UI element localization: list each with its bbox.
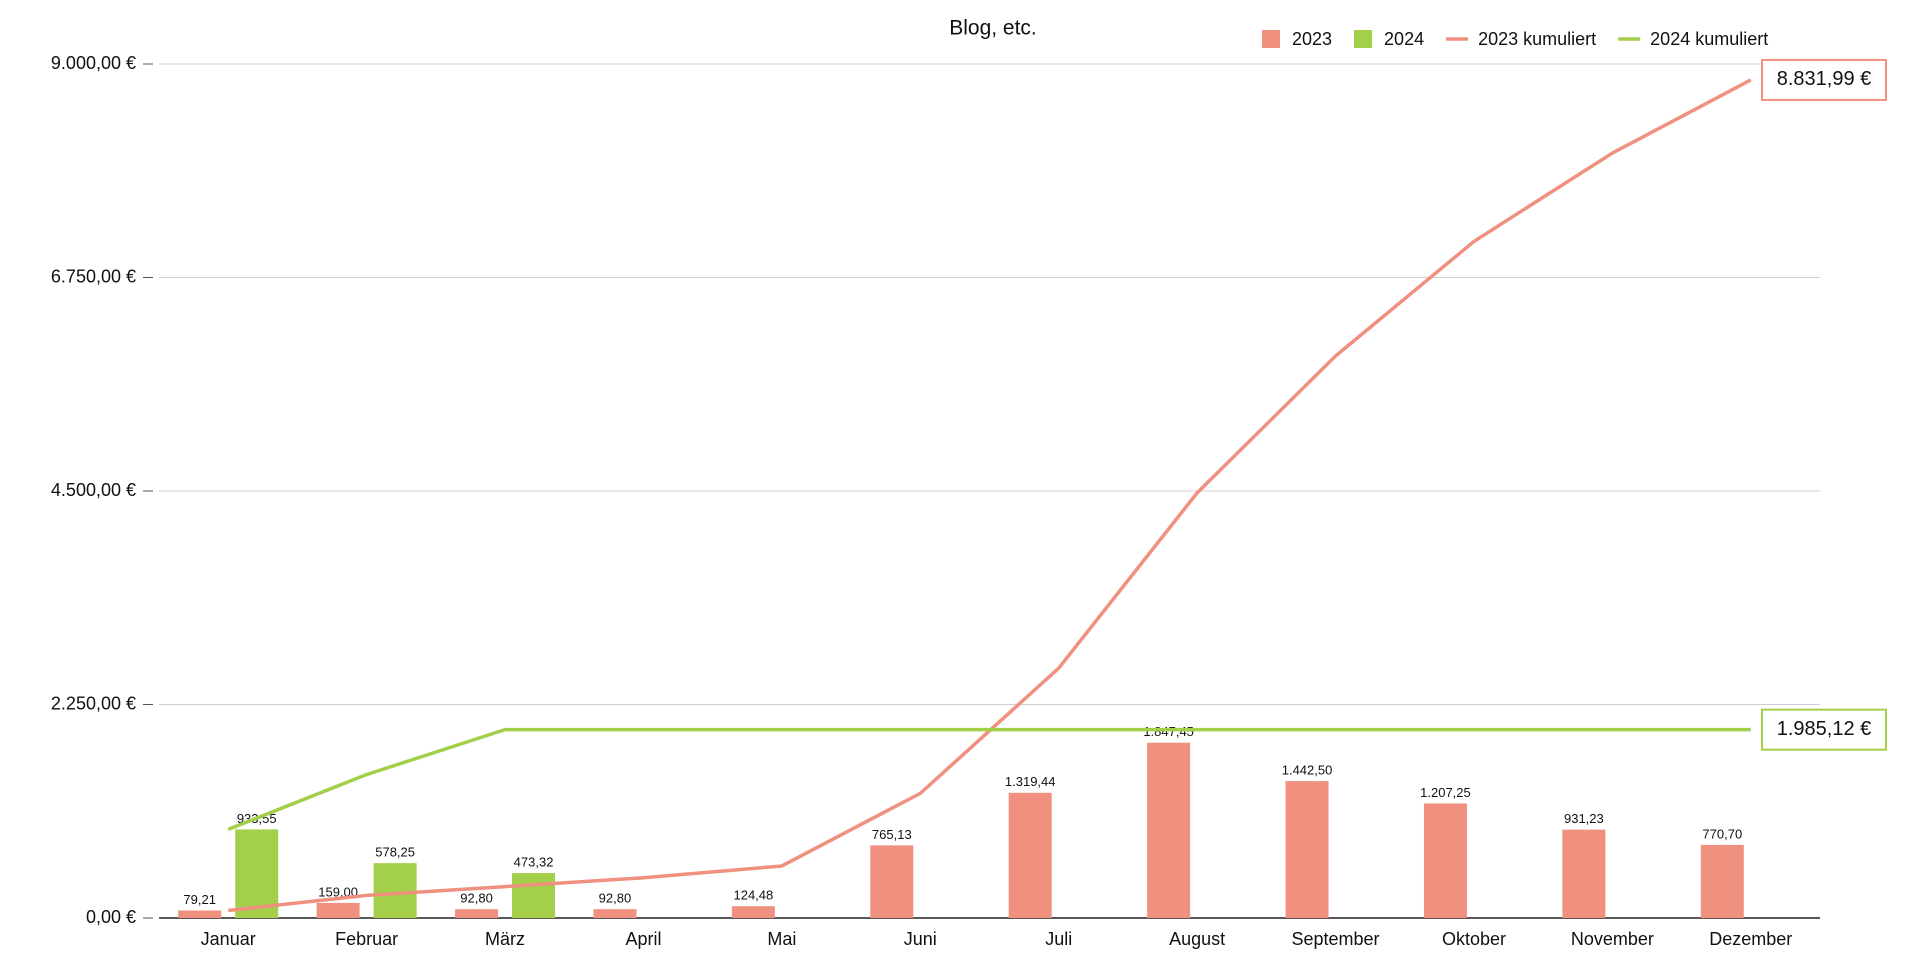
value-label: 1.319,44 <box>1005 774 1056 789</box>
x-tick-label: Oktober <box>1442 929 1506 949</box>
value-label: 159,00 <box>318 884 358 899</box>
x-tick-label: Juni <box>904 929 937 949</box>
bar <box>316 902 360 918</box>
legend-label: 2024 <box>1384 29 1424 49</box>
end-label: 8.831,99 € <box>1777 68 1872 90</box>
bar <box>1285 781 1329 918</box>
legend-swatch <box>1354 30 1373 48</box>
value-label: 1.442,50 <box>1282 763 1333 778</box>
value-label: 578,25 <box>375 845 415 860</box>
y-tick-label: 2.250,00 € <box>51 693 136 713</box>
legend-label: 2023 kumuliert <box>1478 29 1596 49</box>
y-tick-label: 0,00 € <box>86 907 136 927</box>
chart-title: Blog, etc. <box>949 17 1037 40</box>
x-tick-label: August <box>1169 929 1225 949</box>
bar <box>235 829 279 918</box>
x-tick-label: April <box>625 929 661 949</box>
bar <box>1147 742 1191 918</box>
value-label: 92,80 <box>460 891 493 906</box>
x-tick-label: September <box>1292 929 1380 949</box>
x-tick-label: März <box>485 929 525 949</box>
legend-label: 2023 <box>1292 29 1332 49</box>
x-tick-label: November <box>1571 929 1654 949</box>
bar <box>1423 803 1467 918</box>
bar <box>1008 792 1052 918</box>
value-label: 79,21 <box>183 892 216 907</box>
x-tick-label: Juli <box>1045 929 1072 949</box>
value-label: 765,13 <box>872 827 912 842</box>
end-label: 1.985,12 € <box>1777 718 1872 740</box>
value-label: 124,48 <box>733 888 773 903</box>
bar <box>512 873 556 918</box>
value-label: 1.207,25 <box>1420 785 1471 800</box>
y-tick-label: 4.500,00 € <box>51 480 136 500</box>
end-label-box <box>1761 58 1887 101</box>
value-label: 1.847,45 <box>1143 724 1194 739</box>
value-label: 92,80 <box>599 891 632 906</box>
x-tick-label: Mai <box>767 929 796 949</box>
end-label-box <box>1761 708 1887 751</box>
x-tick-label: Februar <box>335 929 398 949</box>
y-tick-label: 6.750,00 € <box>51 266 136 286</box>
bar <box>593 909 637 918</box>
bar <box>870 845 914 918</box>
bar <box>178 910 222 918</box>
bar <box>731 906 775 918</box>
y-tick-label: 9.000,00 € <box>51 53 136 73</box>
line <box>227 727 1751 832</box>
legend-swatch <box>1262 30 1280 48</box>
x-tick-label: Januar <box>201 929 256 949</box>
value-label: 770,70 <box>1702 826 1742 841</box>
bar <box>1562 829 1606 918</box>
line <box>228 78 1752 913</box>
bar <box>373 863 417 918</box>
legend-label: 2024 kumuliert <box>1650 29 1768 49</box>
bar <box>455 909 499 918</box>
value-label: 931,23 <box>1564 811 1604 826</box>
value-label: 473,32 <box>514 855 554 870</box>
bar <box>1700 844 1744 918</box>
x-tick-label: Dezember <box>1709 929 1792 949</box>
